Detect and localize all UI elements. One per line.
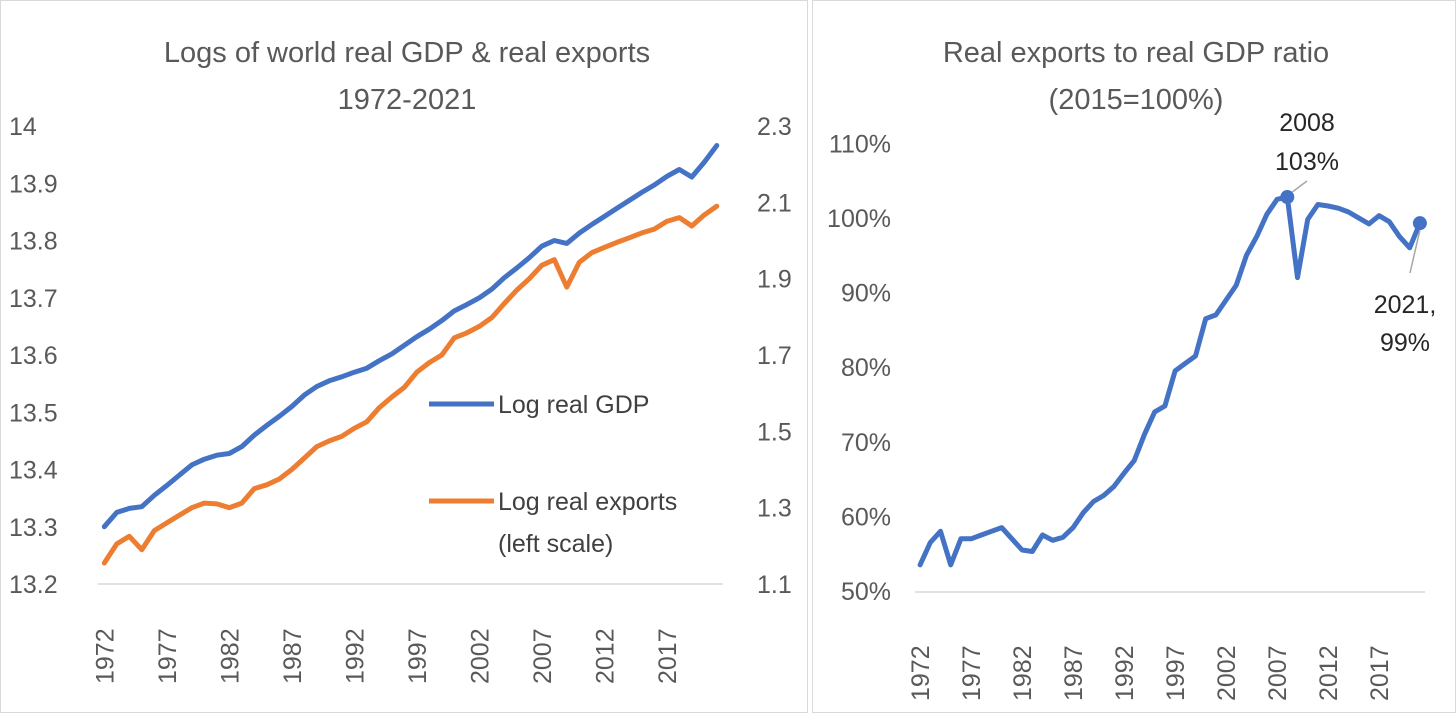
left-x-tick-label: 1977 [154, 628, 182, 684]
right-y-tick-label: 1.3 [757, 495, 792, 523]
annotation-2021-leader [1409, 229, 1421, 274]
left-x-tick-label: 1987 [279, 628, 307, 684]
annotation-2008-year: 2008 [1279, 109, 1335, 137]
left-y-tick-label: 13.7 [9, 285, 58, 313]
left-chart: Logs of world real GDP & real exports 19… [9, 37, 792, 684]
ratio-x-tick-label: 2017 [1366, 645, 1394, 701]
log-real-exports-line [101, 203, 720, 566]
right-chart-panel: Real exports to real GDP ratio (2015=100… [812, 0, 1456, 713]
left-y-tick-label: 13.8 [9, 228, 58, 256]
annotation-2008-value: 103% [1275, 148, 1339, 176]
ratio-x-tick-label: 1992 [1111, 645, 1139, 701]
left-chart-title: Logs of world real GDP & real exports [164, 37, 650, 69]
right-y-tick-label: 2.1 [757, 189, 792, 217]
right-chart: Real exports to real GDP ratio (2015=100… [827, 37, 1436, 701]
right-y-tick-label: 1.5 [757, 418, 792, 446]
ratio-x-tick-label: 2012 [1315, 645, 1343, 701]
ratio-y-tick-label: 90% [841, 280, 891, 308]
ratio-y-tick-label: 100% [827, 205, 891, 233]
left-x-tick-label: 1982 [216, 628, 244, 684]
ratio-x-tick-label: 1972 [907, 645, 935, 701]
marker-2008 [1280, 190, 1295, 205]
log-real-gdp-line [101, 143, 720, 530]
left-y-tick-label: 13.2 [9, 571, 58, 599]
ratio-y-tick-label: 50% [841, 578, 891, 606]
left-chart-panel: Logs of world real GDP & real exports 19… [0, 0, 808, 713]
right-y-tick-label: 2.3 [757, 113, 792, 141]
annotation-2021-value: 99% [1380, 329, 1430, 357]
ratio-x-tick-label: 1997 [1162, 645, 1190, 701]
ratio-y-tick-label: 110% [829, 130, 891, 158]
left-x-tick-label: 1972 [91, 628, 119, 684]
left-legend: Log real GDP Log real exports (left scal… [429, 391, 677, 558]
legend-exports-label: Log real exports [498, 488, 677, 516]
left-y-tick-label: 13.4 [9, 457, 58, 485]
ratio-line [917, 194, 1423, 568]
right-chart-title: Real exports to real GDP ratio [943, 37, 1329, 69]
left-y-tick-label: 13.6 [9, 342, 58, 370]
ratio-x-tick-label: 1977 [958, 645, 986, 701]
left-y-tick-label: 13.3 [9, 514, 58, 542]
left-x-tick-label: 2012 [591, 628, 619, 684]
left-x-tick-label: 2007 [529, 628, 557, 684]
right-y-tick-label: 1.1 [757, 571, 792, 599]
left-y-tick-label: 14 [9, 113, 37, 141]
right-chart-subtitle: (2015=100%) [1049, 84, 1224, 116]
left-x-tick-label: 1997 [404, 628, 432, 684]
annotation-2021-year: 2021, [1374, 291, 1437, 319]
ratio-x-tick-label: 1982 [1009, 645, 1037, 701]
right-y-tick-label: 1.7 [757, 342, 792, 370]
right-annotations: 2008 103% 2021, 99% [1275, 109, 1436, 357]
ratio-x-tick-label: 2002 [1213, 645, 1241, 701]
legend-exports-label-line2: (left scale) [498, 530, 613, 558]
marker-2021 [1412, 216, 1427, 231]
annotation-2008-leader [1291, 180, 1308, 193]
left-x-tick-label: 2002 [466, 628, 494, 684]
ratio-y-tick-label: 70% [841, 429, 891, 457]
legend-gdp-label: Log real GDP [498, 391, 649, 419]
ratio-y-tick-label: 80% [841, 354, 891, 382]
left-chart-subtitle: 1972-2021 [338, 84, 477, 116]
left-y-tick-label: 13.5 [9, 399, 58, 427]
left-x-tick-label: 2017 [654, 628, 682, 684]
ratio-x-tick-label: 1987 [1060, 645, 1088, 701]
left-y-tick-label: 13.9 [9, 170, 58, 198]
ratio-y-tick-label: 60% [841, 503, 891, 531]
right-y-tick-label: 1.9 [757, 266, 792, 294]
left-x-tick-label: 1992 [341, 628, 369, 684]
ratio-x-tick-label: 2007 [1264, 645, 1292, 701]
